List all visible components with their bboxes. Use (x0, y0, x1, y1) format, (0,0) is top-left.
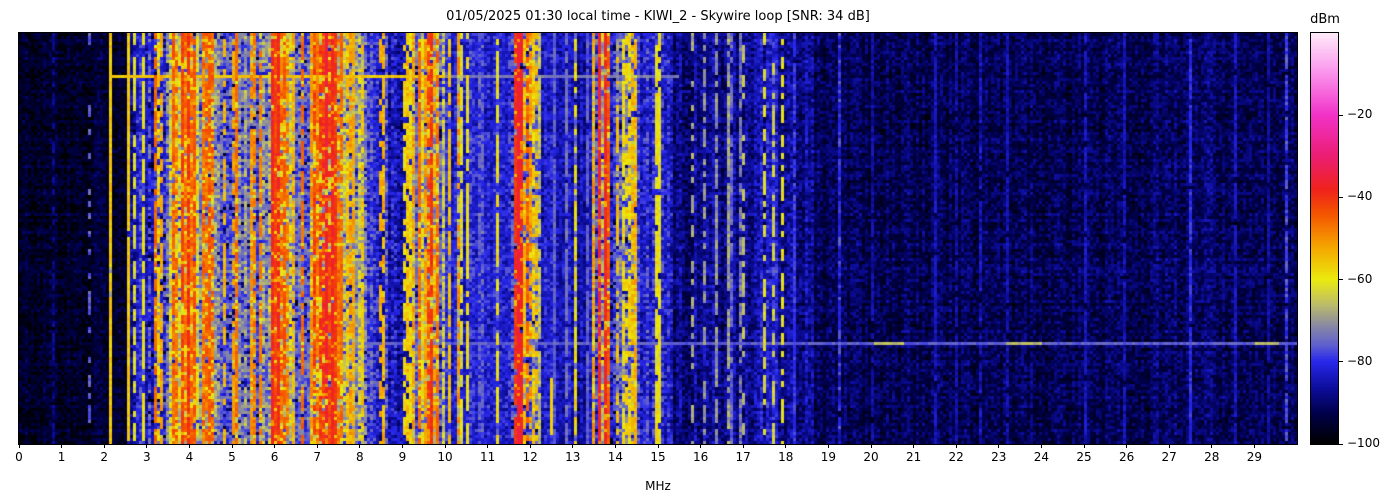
x-tick-label: 23 (991, 450, 1007, 464)
x-tick-label: 24 (1033, 450, 1050, 464)
spectrogram-canvas (19, 33, 1297, 444)
x-tick-label: 26 (1118, 450, 1135, 464)
x-tick (1168, 444, 1170, 448)
x-tick-label: 16 (692, 450, 709, 464)
x-tick (614, 444, 616, 448)
x-tick-label: 18 (778, 450, 794, 464)
x-tick-label: 8 (355, 450, 364, 464)
x-tick-label: 19 (820, 450, 837, 464)
x-tick-label: 2 (100, 450, 108, 464)
colorbar-tick-label: −40 (1347, 189, 1373, 204)
colorbar-tick (1339, 443, 1343, 445)
x-tick (529, 444, 531, 448)
x-tick-label: 29 (1246, 450, 1263, 464)
x-tick-label: 6 (270, 450, 279, 464)
x-tick (998, 444, 1000, 448)
x-tick-label: 21 (905, 450, 922, 464)
x-tick (742, 444, 744, 448)
x-tick-label: 10 (437, 450, 453, 464)
x-tick (316, 444, 318, 448)
x-tick (827, 444, 829, 448)
x-tick (401, 444, 403, 448)
x-tick (1126, 444, 1128, 448)
x-tick (444, 444, 446, 448)
x-tick (188, 444, 190, 448)
x-tick-label: 15 (650, 450, 666, 464)
x-tick (657, 444, 659, 448)
x-tick (785, 444, 787, 448)
x-tick (274, 444, 276, 448)
x-tick-label: 9 (398, 450, 407, 464)
waterfall-plot-area (18, 32, 1298, 445)
x-tick (955, 444, 957, 448)
x-tick-label: 3 (142, 450, 151, 464)
x-tick (359, 444, 361, 448)
x-tick (1083, 444, 1085, 448)
colorbar-gradient-canvas (1311, 33, 1338, 444)
x-tick (700, 444, 702, 448)
x-tick (1211, 444, 1213, 448)
x-tick-label: 4 (185, 450, 194, 464)
x-tick-label: 14 (607, 450, 624, 464)
colorbar-tick-label: −60 (1347, 271, 1373, 286)
x-tick-label: 20 (863, 450, 879, 464)
colorbar-tick-label: −80 (1347, 353, 1373, 368)
x-tick-label: 13 (565, 450, 581, 464)
colorbar-unit-label: dBm (1310, 12, 1340, 27)
x-tick (18, 444, 20, 448)
x-tick-label: 1 (57, 450, 66, 464)
x-tick (1253, 444, 1255, 448)
colorbar-tick-label: −20 (1347, 107, 1373, 122)
x-tick-label: 22 (948, 450, 964, 464)
x-tick (146, 444, 148, 448)
x-tick-label: 0 (15, 450, 23, 464)
x-axis-label: MHz (645, 479, 671, 493)
colorbar (1310, 32, 1339, 445)
x-tick (103, 444, 105, 448)
colorbar-tick (1339, 196, 1343, 198)
x-tick-label: 11 (479, 450, 496, 464)
x-tick-label: 25 (1076, 450, 1092, 464)
colorbar-tick (1339, 361, 1343, 363)
x-tick-label: 5 (228, 450, 236, 464)
x-tick (61, 444, 63, 448)
x-tick (572, 444, 574, 448)
colorbar-tick (1339, 279, 1343, 281)
x-tick (487, 444, 489, 448)
x-tick-label: 7 (313, 450, 321, 464)
x-tick-label: 12 (522, 450, 538, 464)
x-tick (913, 444, 915, 448)
x-tick (870, 444, 872, 448)
colorbar-tick-label: −100 (1347, 436, 1380, 450)
colorbar-tick (1339, 114, 1343, 116)
x-tick (231, 444, 233, 448)
chart-title: 01/05/2025 01:30 local time - KIWI_2 - S… (446, 9, 870, 24)
x-tick-label: 17 (735, 450, 751, 464)
x-tick (1040, 444, 1042, 448)
x-tick-label: 27 (1161, 450, 1177, 464)
x-tick-label: 28 (1204, 450, 1220, 464)
